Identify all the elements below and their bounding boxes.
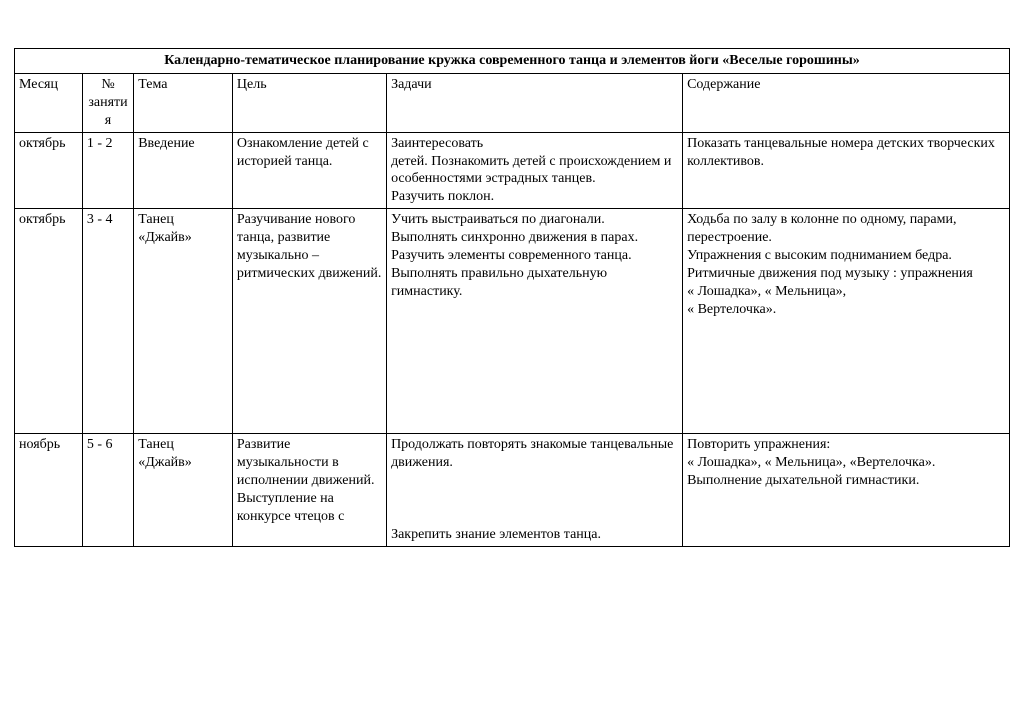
cell-content: Ходьба по залу в колонне по одному, пара… <box>683 209 1010 434</box>
cell-content: Показать танцевальные номера детских тво… <box>683 132 1010 209</box>
table-row: октябрь 1 - 2 Введение Ознакомление дете… <box>15 132 1010 209</box>
cell-number: 3 - 4 <box>82 209 133 434</box>
table-row: октябрь 3 - 4 Танец «Джайв» Разучивание … <box>15 209 1010 434</box>
table-row: ноябрь 5 - 6 Танец «Джайв» Развитие музы… <box>15 434 1010 546</box>
cell-month: октябрь <box>15 132 83 209</box>
header-row: Месяц № занятия Тема Цель Задачи Содержа… <box>15 73 1010 132</box>
col-header-goal: Цель <box>232 73 386 132</box>
cell-goal: Разучивание нового танца, развитие музык… <box>232 209 386 434</box>
col-header-theme: Тема <box>134 73 233 132</box>
cell-goal: Ознакомление детей с историей танца. <box>232 132 386 209</box>
col-header-number: № занятия <box>82 73 133 132</box>
cell-number: 1 - 2 <box>82 132 133 209</box>
cell-tasks: Учить выстраиваться по диагонали. Выполн… <box>387 209 683 434</box>
cell-tasks: Заинтересоватьдетей. Познакомить детей с… <box>387 132 683 209</box>
table-title: Календарно-тематическое планирование кру… <box>15 49 1010 74</box>
document-page: Календарно-тематическое планирование кру… <box>0 0 1024 725</box>
planning-table: Календарно-тематическое планирование кру… <box>14 48 1010 547</box>
col-header-month: Месяц <box>15 73 83 132</box>
cell-tasks: Продолжать повторять знакомые танцевальн… <box>387 434 683 546</box>
cell-theme: Введение <box>134 132 233 209</box>
col-header-tasks: Задачи <box>387 73 683 132</box>
title-row: Календарно-тематическое планирование кру… <box>15 49 1010 74</box>
cell-content: Повторить упражнения:« Лошадка», « Мельн… <box>683 434 1010 546</box>
cell-number: 5 - 6 <box>82 434 133 546</box>
cell-month: ноябрь <box>15 434 83 546</box>
col-header-content: Содержание <box>683 73 1010 132</box>
cell-goal: Развитие музыкальности в исполнении движ… <box>232 434 386 546</box>
cell-month: октябрь <box>15 209 83 434</box>
cell-theme: Танец «Джайв» <box>134 434 233 546</box>
cell-theme: Танец «Джайв» <box>134 209 233 434</box>
